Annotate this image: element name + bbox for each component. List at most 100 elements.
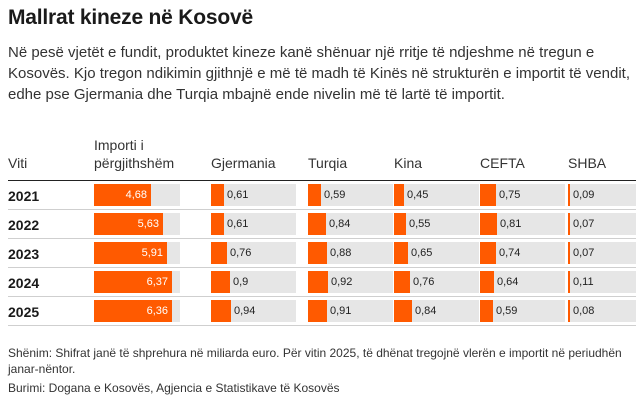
row-year-label: 2024 bbox=[8, 275, 40, 291]
bar-cell: 0,59 bbox=[480, 300, 565, 322]
bar-track bbox=[211, 213, 296, 235]
chart-title: Mallrat kineze në Kosovë bbox=[8, 6, 253, 29]
bar-track bbox=[480, 184, 565, 206]
bar-value-label: 0,59 bbox=[496, 305, 518, 317]
bar-cell: 0,61 bbox=[211, 213, 296, 235]
bar-value-label: 5,63 bbox=[137, 218, 159, 230]
bar-cell: 0,94 bbox=[211, 300, 296, 322]
bar-track bbox=[308, 184, 393, 206]
bar-value-label: 0,76 bbox=[230, 247, 252, 259]
bar-cell: 5,91 bbox=[94, 242, 180, 264]
bar-cell: 0,75 bbox=[480, 184, 565, 206]
row-year-label: 2025 bbox=[8, 304, 40, 320]
bar-fill bbox=[568, 300, 570, 322]
row-divider bbox=[8, 238, 636, 239]
column-header-4: CEFTA bbox=[480, 155, 525, 171]
row-divider bbox=[8, 267, 636, 268]
table-row: 2022 5,63 0,61 0,84 0,55 0,81 0,07 bbox=[8, 210, 636, 239]
table-row: 2023 5,91 0,76 0,88 0,65 0,74 0,07 bbox=[8, 239, 636, 268]
bar-cell: 0,45 bbox=[394, 184, 479, 206]
bar-cell: 0,07 bbox=[568, 213, 636, 235]
bar-cell: 0,61 bbox=[211, 184, 296, 206]
table-row: 2025 6,36 0,94 0,91 0,84 0,59 0,08 bbox=[8, 297, 636, 326]
bar-fill bbox=[308, 184, 321, 206]
table-row: 2024 6,37 0,9 0,92 0,76 0,64 0,11 bbox=[8, 268, 636, 297]
bar-track bbox=[568, 242, 636, 264]
bar-track bbox=[480, 242, 565, 264]
bar-value-label: 0,59 bbox=[324, 189, 346, 201]
bar-fill bbox=[94, 184, 151, 206]
bar-fill bbox=[394, 300, 412, 322]
bar-cell: 6,37 bbox=[94, 271, 180, 293]
bar-value-label: 0,07 bbox=[573, 247, 595, 259]
bar-value-label: 0,74 bbox=[499, 247, 521, 259]
column-header-5: SHBA bbox=[568, 155, 607, 171]
bar-cell: 0,92 bbox=[308, 271, 393, 293]
bar-value-label: 0,91 bbox=[330, 305, 352, 317]
bar-value-label: 0,61 bbox=[227, 189, 249, 201]
bar-fill bbox=[568, 184, 570, 206]
bar-cell: 6,36 bbox=[94, 300, 180, 322]
column-header-2: Turqia bbox=[308, 155, 348, 171]
bar-fill bbox=[480, 242, 496, 264]
column-header-1: Gjermania bbox=[211, 155, 276, 171]
bar-track bbox=[568, 271, 636, 293]
bar-value-label: 0,09 bbox=[573, 189, 595, 201]
bar-track bbox=[480, 213, 565, 235]
bar-track bbox=[308, 300, 393, 322]
bar-fill bbox=[394, 213, 406, 235]
bar-fill bbox=[568, 242, 570, 264]
bar-track bbox=[480, 300, 565, 322]
bar-value-label: 0,76 bbox=[413, 276, 435, 288]
header-divider bbox=[8, 180, 636, 181]
bar-fill bbox=[94, 300, 172, 322]
bar-track bbox=[308, 242, 393, 264]
bar-track bbox=[211, 300, 296, 322]
bar-value-label: 0,84 bbox=[415, 305, 437, 317]
bar-fill bbox=[94, 242, 167, 264]
bar-fill bbox=[308, 242, 327, 264]
bar-track bbox=[394, 213, 479, 235]
bar-value-label: 6,37 bbox=[146, 276, 168, 288]
bar-value-label: 0,55 bbox=[409, 218, 431, 230]
bar-track bbox=[308, 271, 393, 293]
bar-value-label: 0,07 bbox=[573, 218, 595, 230]
bar-track bbox=[308, 213, 393, 235]
bar-value-label: 0,64 bbox=[497, 276, 519, 288]
bar-cell: 0,74 bbox=[480, 242, 565, 264]
bar-fill bbox=[211, 213, 224, 235]
column-header-0: Importi i përgjithshëm bbox=[94, 137, 175, 171]
bar-track bbox=[480, 271, 565, 293]
bar-fill bbox=[94, 271, 172, 293]
row-year-label: 2022 bbox=[8, 217, 40, 233]
bar-value-label: 0,75 bbox=[499, 189, 521, 201]
bar-fill bbox=[480, 271, 494, 293]
bar-value-label: 0,9 bbox=[233, 276, 249, 288]
bar-fill bbox=[211, 300, 231, 322]
row-year-label: 2023 bbox=[8, 246, 40, 262]
source-credit: Burimi: Dogana e Kosovës, Agjencia e Sta… bbox=[8, 381, 340, 395]
bar-cell: 0,76 bbox=[394, 271, 479, 293]
bar-track bbox=[568, 213, 636, 235]
bar-track bbox=[568, 300, 636, 322]
bar-cell: 0,9 bbox=[211, 271, 296, 293]
bar-cell: 0,91 bbox=[308, 300, 393, 322]
bar-fill bbox=[394, 242, 408, 264]
bar-fill bbox=[480, 213, 497, 235]
bar-track bbox=[211, 184, 296, 206]
bar-fill bbox=[568, 271, 570, 293]
column-header-3: Kina bbox=[394, 155, 423, 171]
bar-fill bbox=[308, 271, 328, 293]
bar-cell: 0,55 bbox=[394, 213, 479, 235]
bar-cell: 0,84 bbox=[394, 300, 479, 322]
bar-value-label: 0,84 bbox=[329, 218, 351, 230]
bar-cell: 0,84 bbox=[308, 213, 393, 235]
bar-cell: 0,11 bbox=[568, 271, 636, 293]
bar-value-label: 0,92 bbox=[331, 276, 353, 288]
footnote: Shënim: Shifrat janë të shprehura në mil… bbox=[8, 346, 622, 376]
row-divider bbox=[8, 296, 636, 297]
bar-track bbox=[211, 271, 296, 293]
bar-value-label: 6,36 bbox=[146, 305, 168, 317]
bar-fill bbox=[568, 213, 570, 235]
bar-fill bbox=[211, 184, 224, 206]
